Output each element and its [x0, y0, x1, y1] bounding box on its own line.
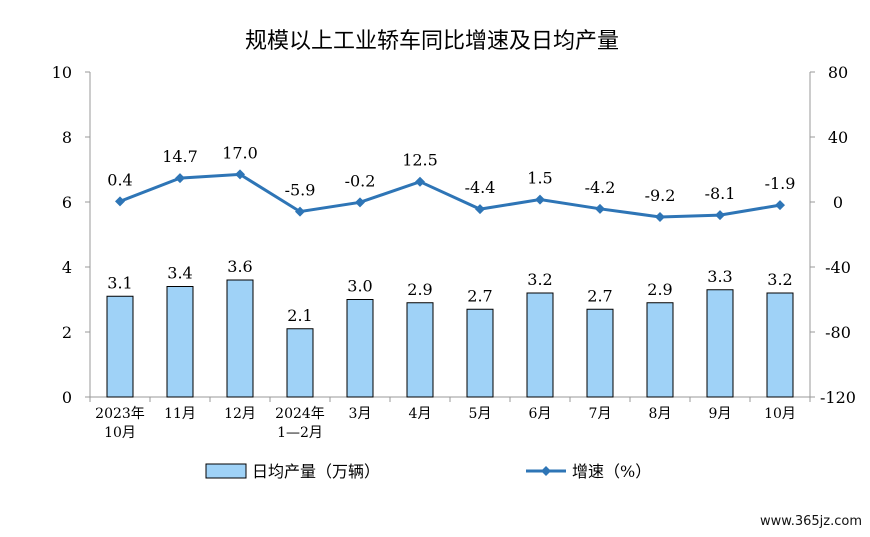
x-tick-label: 11月	[164, 406, 196, 422]
x-tick-label: 2024年	[275, 406, 325, 422]
y-left-tick-label: 2	[62, 323, 72, 342]
bar-data-label: 2.9	[407, 280, 432, 299]
bar-data-label: 3.1	[107, 273, 132, 292]
line-series	[115, 169, 785, 222]
watermark-text: www.365jz.com	[760, 514, 862, 529]
y-right-tick-label: 80	[828, 63, 848, 82]
bar	[166, 286, 194, 398]
legend-bar-swatch	[205, 463, 247, 479]
legend-line-label: 增速（%）	[572, 462, 651, 481]
y-left-tick-label: 0	[62, 388, 72, 407]
bar	[766, 292, 794, 398]
line-data-label: -8.1	[705, 184, 736, 203]
line-data-label: -0.2	[345, 171, 376, 190]
line-point	[475, 204, 485, 215]
bar-data-label: 3.3	[707, 267, 732, 286]
bar	[526, 292, 554, 398]
legend-bar-label: 日均产量（万辆）	[252, 462, 380, 481]
y-right-tick-label: -80	[825, 323, 851, 342]
x-tick-label: 9月	[709, 406, 732, 422]
bar-data-label: 2.1	[287, 306, 312, 325]
line-data-label: -1.9	[765, 174, 796, 193]
x-tick-label: 1—2月	[277, 425, 323, 441]
x-tick-label: 12月	[224, 406, 256, 422]
x-tick-label: 10月	[104, 425, 136, 441]
line-point	[535, 194, 545, 205]
line-point	[595, 203, 605, 214]
line-data-label: 12.5	[402, 151, 438, 170]
line-data-label: -4.4	[465, 178, 496, 197]
bar-data-label: 3.2	[527, 270, 552, 289]
legend-line-marker	[541, 466, 551, 476]
y-left-tick-label: 8	[62, 128, 72, 147]
bar	[646, 302, 674, 398]
axes: 0 2 4 6 8 10 -120 -80 -40 0 40 80	[52, 63, 856, 407]
bar-labels: 3.1 3.4 3.6 2.1 3.0 2.9 2.7 3.2 2.7 2.9 3.3 3.2	[107, 257, 792, 325]
line-point	[775, 200, 785, 211]
bar-series	[106, 279, 794, 398]
x-tick-label: 7月	[589, 406, 612, 422]
line-point	[355, 197, 365, 208]
line-point	[655, 211, 665, 222]
x-tick-label: 3月	[349, 406, 372, 422]
bar-data-label: 3.4	[167, 264, 192, 283]
y-right-tick-label: -40	[825, 258, 851, 277]
bar	[346, 299, 374, 398]
bar-data-label: 3.0	[347, 277, 372, 296]
bar-data-label: 2.7	[467, 286, 492, 305]
line-point	[175, 173, 185, 184]
line-data-label: 17.0	[222, 143, 258, 162]
bar	[706, 289, 734, 398]
y-right-tick-label: 40	[828, 128, 848, 147]
line-data-label: -9.2	[645, 186, 676, 205]
line-data-label: 1.5	[527, 169, 552, 188]
bar-data-label: 3.6	[227, 257, 252, 276]
bar	[586, 308, 614, 398]
bar	[106, 295, 134, 398]
line-data-label: -5.9	[285, 181, 316, 200]
y-left-tick-label: 6	[62, 193, 72, 212]
line-point	[115, 196, 125, 207]
line-point	[715, 210, 725, 221]
bar	[466, 308, 494, 398]
line-data-label: 0.4	[107, 170, 132, 189]
line-point	[295, 206, 305, 217]
line-point	[415, 176, 425, 187]
legend: 日均产量（万辆） 增速（%）	[205, 462, 651, 481]
line-point	[235, 169, 245, 180]
bar-data-label: 2.9	[647, 280, 672, 299]
bar	[226, 279, 254, 398]
x-tick-label: 8月	[649, 406, 672, 422]
line-data-label: 14.7	[162, 147, 198, 166]
x-tick-label: 2023年	[95, 406, 145, 422]
y-right-tick-label: -120	[820, 388, 856, 407]
x-tick-label: 4月	[409, 406, 432, 422]
y-left-tick-label: 10	[52, 63, 72, 82]
x-tick-label: 6月	[529, 406, 552, 422]
chart-title: 规模以上工业轿车同比增速及日均产量	[245, 29, 619, 54]
bar-data-label: 3.2	[767, 270, 792, 289]
bar-data-label: 2.7	[587, 286, 612, 305]
growth-line	[119, 172, 781, 219]
x-tick-label: 10月	[764, 406, 796, 422]
x-axis-tick-labels: 2023年 10月 11月 12月 2024年 1—2月 3月 4月 5月 6月 7月 8月 9月 10月	[95, 406, 796, 441]
bar	[406, 302, 434, 398]
y-right-tick-label: 0	[833, 193, 843, 212]
y-left-tick-label: 4	[62, 258, 72, 277]
bar	[286, 328, 314, 398]
line-data-label: -4.2	[585, 178, 616, 197]
line-labels: 0.4 14.7 17.0 -5.9 -0.2 12.5 -4.4 1.5 -4.2 -9.2 -8…	[107, 143, 795, 205]
x-tick-label: 5月	[469, 406, 492, 422]
